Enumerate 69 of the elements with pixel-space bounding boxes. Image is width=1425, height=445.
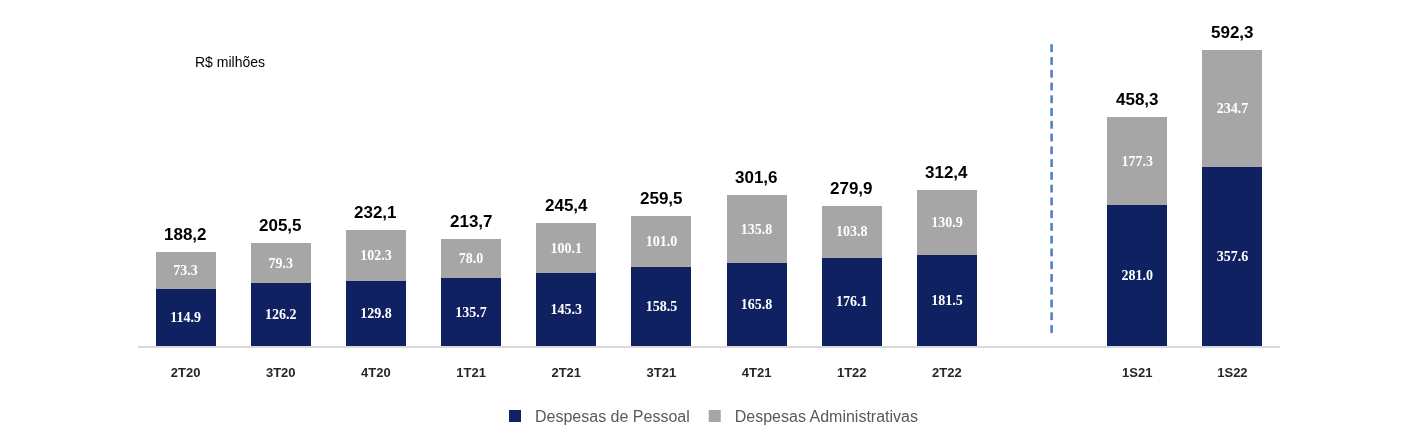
bar <box>631 216 692 267</box>
total-label: 279,9 <box>830 179 873 198</box>
total-label: 213,7 <box>450 212 493 231</box>
bar <box>536 273 597 346</box>
data-label: 114.9 <box>170 309 201 325</box>
bar <box>441 278 502 346</box>
data-label: 176.1 <box>836 294 868 310</box>
bar <box>250 243 311 283</box>
total-label: 188,2 <box>164 225 207 244</box>
annotation: R$ milhões <box>195 54 266 70</box>
x-tick-label: 4T21 <box>741 365 772 381</box>
bar <box>345 281 406 346</box>
data-label: 177.3 <box>1121 153 1153 169</box>
bar <box>155 251 216 289</box>
data-label: 103.8 <box>836 224 868 240</box>
x-tick-label: 1T22 <box>836 365 867 381</box>
bar <box>1202 49 1263 168</box>
bar <box>1202 167 1263 346</box>
data-label: 181.5 <box>931 293 963 309</box>
x-tick-label: 4T20 <box>361 365 391 381</box>
data-label: 234.7 <box>1216 100 1249 116</box>
total-label: 592,3 <box>1211 23 1254 42</box>
data-label: 79.3 <box>268 255 293 271</box>
legend-label: Despesas de Pessoal <box>535 408 690 426</box>
total-label: 301,6 <box>735 168 778 187</box>
bar <box>726 195 787 264</box>
total-label: 458,3 <box>1116 90 1159 109</box>
data-label: 102.3 <box>360 247 392 263</box>
bar <box>1107 205 1168 346</box>
x-tick-label: 1T21 <box>456 365 486 381</box>
bar <box>1107 116 1168 206</box>
data-label: 78.0 <box>458 251 484 267</box>
data-label: 130.9 <box>931 214 963 230</box>
data-label: 73.3 <box>173 262 198 278</box>
data-label: 158.5 <box>645 298 678 314</box>
x-tick-label: 3T20 <box>265 365 296 381</box>
data-label: 281.0 <box>1121 268 1153 284</box>
bar <box>250 282 311 346</box>
legend-label: Despesas Administrativas <box>734 408 918 426</box>
data-label: 357.6 <box>1216 249 1249 265</box>
data-label: 145.3 <box>550 302 582 318</box>
bar <box>821 205 882 258</box>
x-tick-label: 2T21 <box>551 365 582 381</box>
total-label: 259,5 <box>640 189 683 208</box>
bar <box>916 255 977 346</box>
bar <box>536 223 597 274</box>
bar <box>726 263 787 346</box>
x-tick-label: 1S21 <box>1122 365 1153 381</box>
total-label: 245,4 <box>545 196 589 215</box>
x-tick-label: 3T21 <box>646 365 677 381</box>
bar <box>345 229 406 282</box>
bar <box>631 266 692 346</box>
bar <box>441 239 502 279</box>
total-label: 232,1 <box>354 203 397 222</box>
data-label: 135.8 <box>740 221 773 237</box>
total-label: 312,4 <box>925 163 969 182</box>
data-label: 101.0 <box>645 233 678 249</box>
x-tick-label: 2T22 <box>932 365 962 381</box>
bar <box>155 288 216 346</box>
data-label: 135.7 <box>455 304 487 320</box>
data-label: 126.2 <box>265 306 297 322</box>
data-label: 100.1 <box>550 240 582 256</box>
bar <box>916 189 977 256</box>
total-label: 205,5 <box>259 216 302 235</box>
data-label: 129.8 <box>360 306 392 322</box>
x-tick-label: 1S22 <box>1217 365 1248 381</box>
data-label: 165.8 <box>740 297 773 313</box>
bar <box>821 257 882 346</box>
x-tick-label: 2T20 <box>170 365 201 381</box>
